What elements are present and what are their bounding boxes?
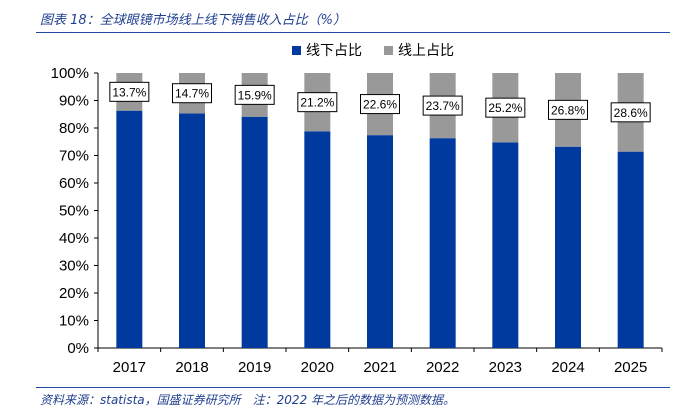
- data-label-box: [297, 92, 338, 113]
- figure-title: 图表 18：全球眼镜市场线上线下销售收入占比（%）: [40, 13, 347, 28]
- data-label: 23.7%: [426, 99, 460, 113]
- legend-label-offline: 线下占比: [306, 43, 362, 59]
- data-label: 21.2%: [300, 96, 334, 110]
- data-label-box: [360, 94, 400, 115]
- y-tick-label: 50%: [59, 203, 89, 220]
- bar-offline: [429, 138, 456, 348]
- y-tick-label: 100%: [51, 65, 89, 82]
- footer-rule: [36, 387, 670, 388]
- data-label-box: [172, 83, 212, 104]
- data-label: 14.7%: [175, 87, 209, 101]
- data-label-box: [548, 99, 588, 120]
- bar-offline: [617, 151, 644, 348]
- bar-offline: [555, 146, 581, 348]
- data-label: 25.2%: [488, 101, 522, 115]
- y-tick-label: 90%: [59, 93, 89, 110]
- legend-swatch-offline: [292, 46, 301, 55]
- x-tick-label: 2019: [238, 359, 271, 376]
- bar-offline: [304, 131, 331, 348]
- y-tick-label: 40%: [59, 230, 89, 247]
- y-tick-label: 30%: [59, 258, 89, 275]
- y-tick-label: 10%: [59, 313, 89, 330]
- x-tick-label: 2020: [301, 359, 334, 376]
- x-tick-label: 2018: [175, 359, 208, 376]
- x-tick-label: 2025: [614, 359, 647, 376]
- y-tick-label: 70%: [59, 148, 89, 165]
- x-tick-label: 2017: [113, 359, 146, 376]
- legend-swatch-online: [384, 46, 393, 55]
- bar-offline: [492, 142, 519, 348]
- source-note: 资料来源：statista，国盛证券研究所 注：2022 年之后的数据为预测数据…: [40, 393, 456, 407]
- y-tick-label: 0%: [67, 340, 89, 357]
- y-tick-label: 60%: [59, 175, 89, 192]
- data-label-box: [109, 81, 150, 102]
- title-rule: [36, 32, 670, 33]
- y-tick-label: 80%: [59, 120, 89, 137]
- data-label-box: [610, 102, 651, 123]
- data-label-box: [234, 84, 275, 105]
- bar-offline: [116, 110, 143, 348]
- data-label: 13.7%: [112, 85, 146, 99]
- data-label: 22.6%: [363, 98, 397, 112]
- bar-offline: [179, 113, 205, 348]
- data-label-box: [422, 95, 463, 116]
- x-tick-label: 2024: [551, 359, 584, 376]
- bar-offline: [367, 135, 393, 348]
- bar-offline: [241, 116, 268, 348]
- legend-label-online: 线上占比: [398, 43, 454, 59]
- x-tick-label: 2023: [489, 359, 522, 376]
- data-label: 15.9%: [238, 88, 272, 102]
- x-tick-label: 2022: [426, 359, 459, 376]
- data-label: 28.6%: [614, 106, 648, 120]
- data-label-box: [485, 97, 526, 118]
- x-tick-label: 2021: [363, 359, 396, 376]
- y-tick-label: 20%: [59, 285, 89, 302]
- data-label: 26.8%: [551, 103, 585, 117]
